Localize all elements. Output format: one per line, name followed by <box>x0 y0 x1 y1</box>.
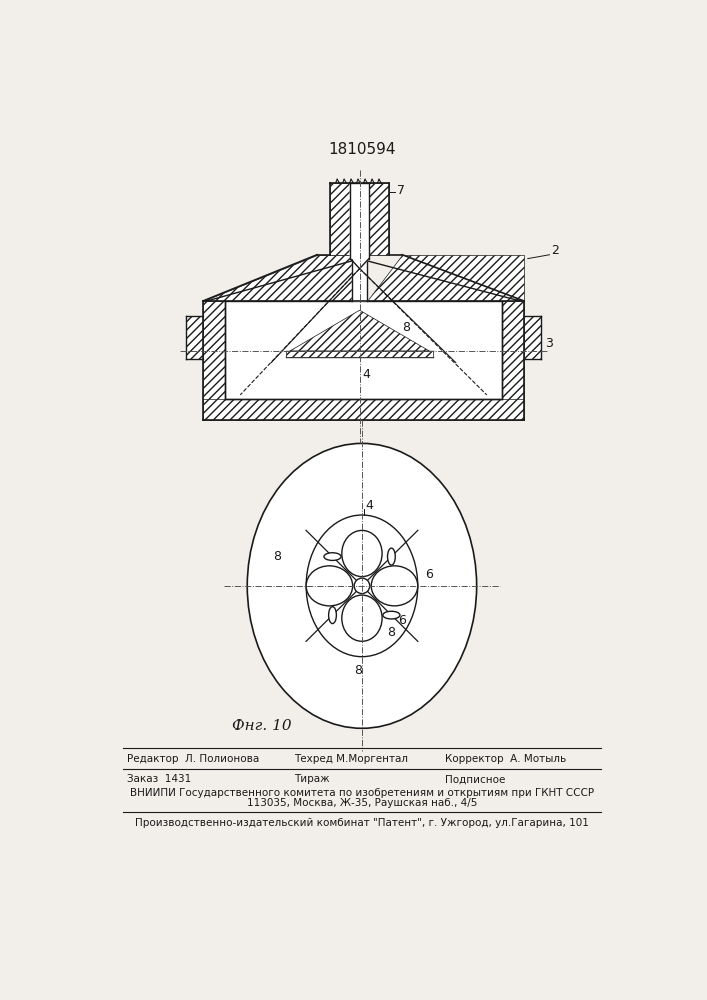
Ellipse shape <box>371 566 418 606</box>
Text: ВНИИПИ Государственного комитета по изобретениям и открытиям при ГКНТ СССР: ВНИИПИ Государственного комитета по изоб… <box>130 788 594 798</box>
Text: 6: 6 <box>426 568 433 581</box>
Text: 7: 7 <box>397 184 405 197</box>
Polygon shape <box>225 301 502 399</box>
Text: Заказ  1431: Заказ 1431 <box>127 774 192 784</box>
Ellipse shape <box>306 515 418 657</box>
Text: 6: 6 <box>398 614 407 627</box>
Text: Редактор  Л. Полионова: Редактор Л. Полионова <box>127 754 259 764</box>
Polygon shape <box>286 351 433 357</box>
Text: Фнг. 10: Фнг. 10 <box>232 719 291 733</box>
Ellipse shape <box>354 578 370 594</box>
Polygon shape <box>502 301 524 420</box>
Polygon shape <box>203 399 524 420</box>
Polygon shape <box>290 310 429 351</box>
Text: 8: 8 <box>354 664 362 677</box>
Text: 3: 3 <box>545 337 553 350</box>
Polygon shape <box>330 183 351 255</box>
Text: 8: 8 <box>402 321 410 334</box>
Ellipse shape <box>247 443 477 728</box>
Text: 4: 4 <box>362 368 370 381</box>
Polygon shape <box>203 301 225 420</box>
Text: 1810594: 1810594 <box>328 142 396 157</box>
Ellipse shape <box>324 553 341 560</box>
Text: Техред М.Моргентал: Техред М.Моргентал <box>293 754 408 764</box>
Text: 8: 8 <box>387 626 395 639</box>
Polygon shape <box>351 183 369 269</box>
Polygon shape <box>524 316 541 359</box>
Ellipse shape <box>329 607 337 624</box>
Polygon shape <box>352 255 368 301</box>
Text: Подписное: Подписное <box>445 774 506 784</box>
Ellipse shape <box>341 595 382 641</box>
Text: 2: 2 <box>551 244 559 257</box>
Ellipse shape <box>306 566 353 606</box>
Text: 113035, Москва, Ж-35, Раушская наб., 4/5: 113035, Москва, Ж-35, Раушская наб., 4/5 <box>247 798 477 808</box>
Ellipse shape <box>387 548 395 565</box>
Polygon shape <box>203 255 352 301</box>
Ellipse shape <box>341 530 382 577</box>
Text: 8: 8 <box>273 550 281 563</box>
Text: 4: 4 <box>366 499 374 512</box>
Text: Производственно-издательский комбинат "Патент", г. Ужгород, ул.Гагарина, 101: Производственно-издательский комбинат "П… <box>135 818 589 828</box>
Ellipse shape <box>383 611 400 619</box>
Text: Тираж: Тираж <box>293 774 329 784</box>
Polygon shape <box>369 183 389 255</box>
Polygon shape <box>186 316 203 359</box>
Text: Корректор  А. Мотыль: Корректор А. Мотыль <box>445 754 566 764</box>
Polygon shape <box>368 255 524 301</box>
